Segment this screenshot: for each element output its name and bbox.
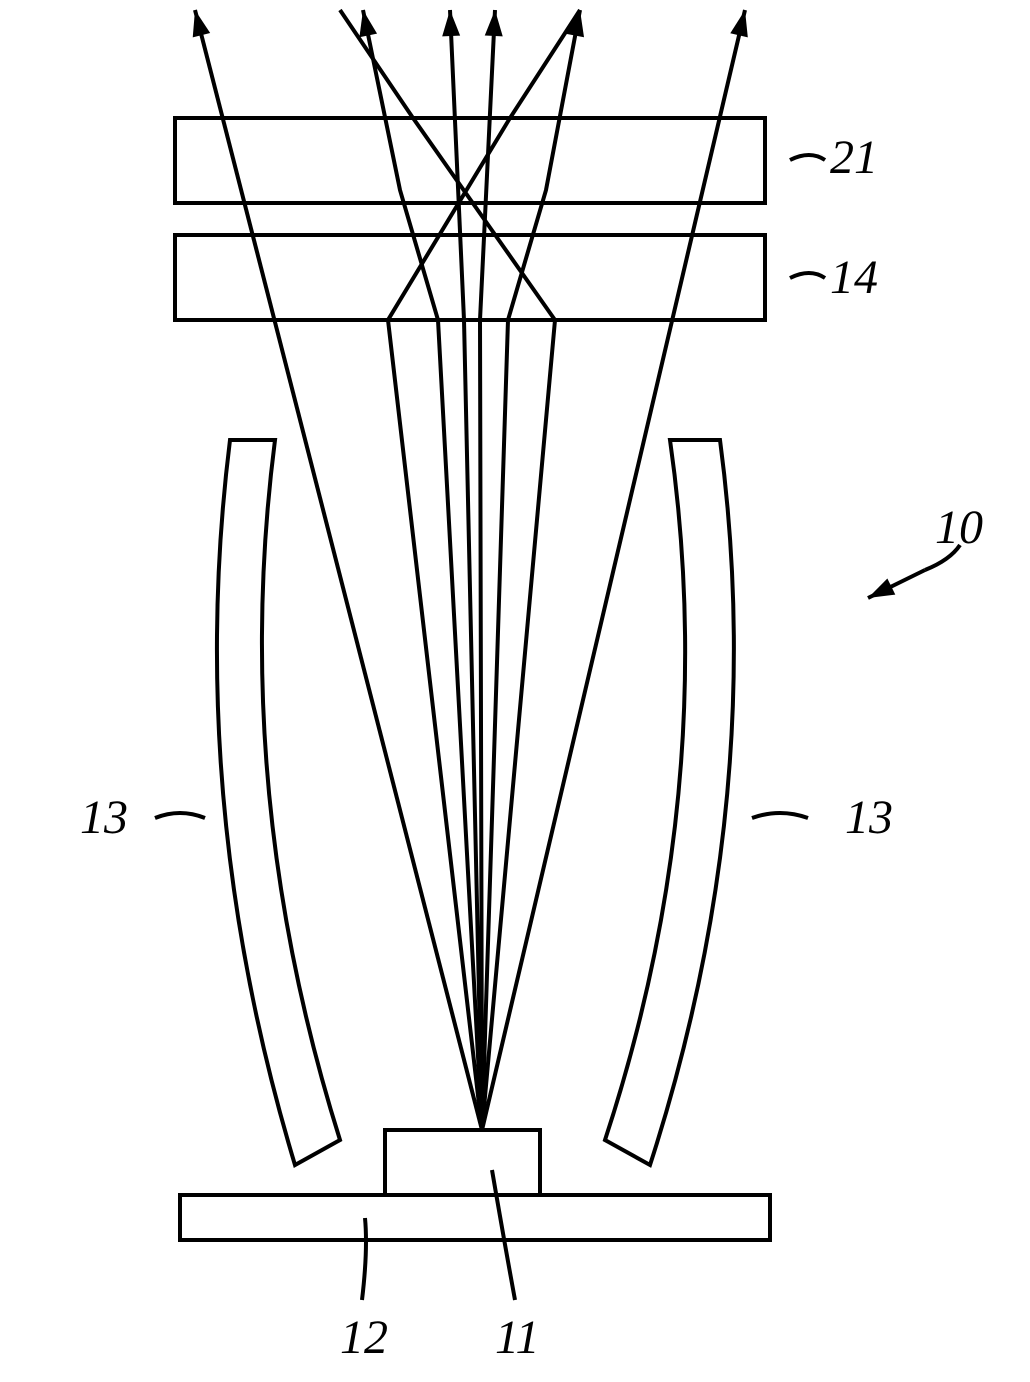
reflector-left <box>217 440 340 1165</box>
arrow-far-right <box>730 10 748 37</box>
label-14: 14 <box>830 250 878 305</box>
arrow-center-right <box>485 10 503 36</box>
label-13-right: 13 <box>845 790 893 845</box>
label-11: 11 <box>495 1310 539 1365</box>
label-21: 21 <box>830 130 878 185</box>
plate-21 <box>175 118 765 203</box>
label-13-left: 13 <box>80 790 128 845</box>
base-12 <box>180 1195 770 1240</box>
ray-far-right <box>482 10 745 1130</box>
leader-21 <box>790 155 825 160</box>
label-12: 12 <box>340 1310 388 1365</box>
leader-13-left <box>155 813 205 818</box>
arrow-far-left <box>193 10 210 37</box>
leader-14 <box>790 273 825 278</box>
figure-svg <box>0 0 1030 1382</box>
chip-11 <box>385 1130 540 1195</box>
ray-far-left <box>195 10 482 1130</box>
reflector-right <box>605 440 734 1165</box>
label-10: 10 <box>935 500 983 555</box>
leader-10-arrow <box>868 578 895 598</box>
arrow-center-left <box>442 10 460 36</box>
leader-13-right <box>752 813 808 818</box>
leader-12 <box>362 1218 366 1300</box>
ray-outer-left <box>388 10 580 1130</box>
leader-11 <box>492 1170 515 1300</box>
